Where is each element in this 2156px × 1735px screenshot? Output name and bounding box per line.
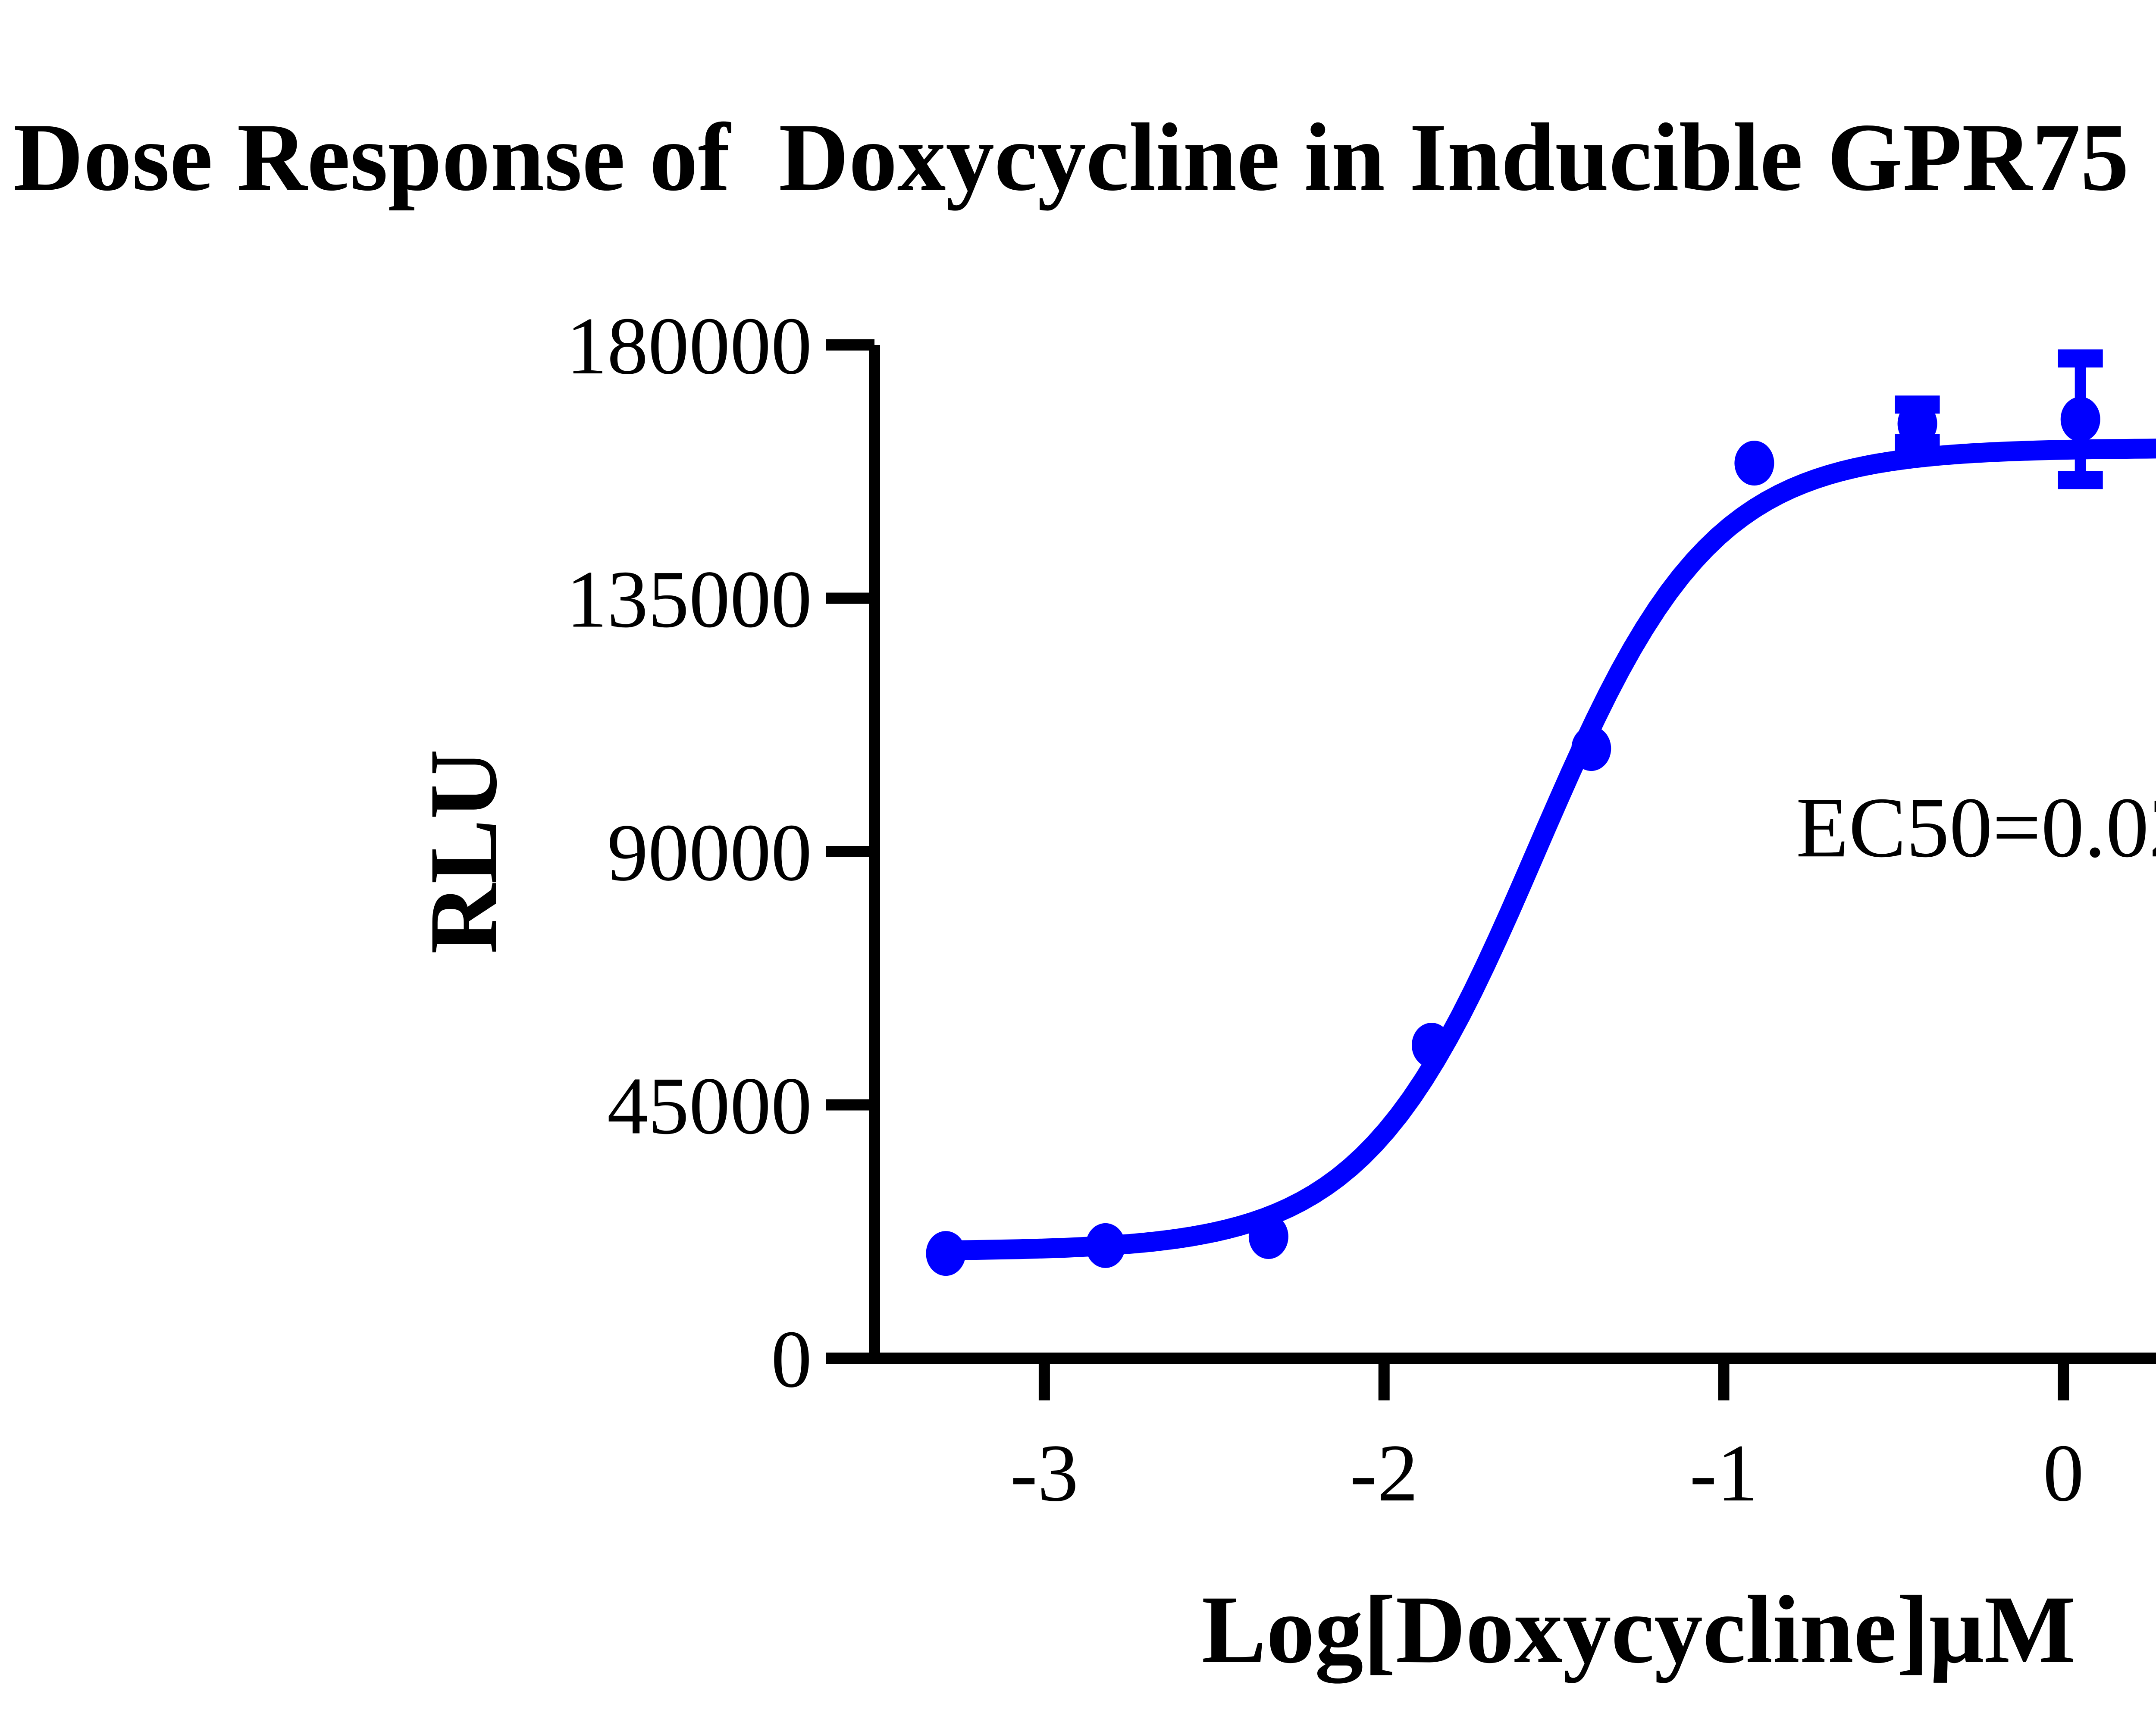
fit-curve: [936, 438, 2156, 1260]
data-point-marker: [2060, 397, 2100, 442]
data-point-marker: [1734, 441, 1774, 486]
x-tick-label: -2: [1350, 1428, 1418, 1519]
x-tick-label: -1: [1689, 1428, 1758, 1519]
data-point-marker: [926, 1231, 966, 1276]
data-point-marker: [1897, 401, 1937, 446]
ec50-annotation: EC50=0.028μM: [1796, 780, 2156, 875]
data-point-marker: [1085, 1223, 1125, 1268]
y-axis-title: RLU: [409, 749, 517, 954]
data-point-marker: [1412, 1023, 1451, 1068]
y-tick-label: 0: [771, 1314, 812, 1405]
data-point-marker: [1571, 726, 1611, 771]
y-tick-label: 90000: [607, 808, 812, 898]
y-tick-label: 45000: [607, 1061, 812, 1152]
x-tick-label: -3: [1010, 1428, 1078, 1519]
y-tick-label: 180000: [566, 301, 812, 391]
chart-title: Dose Response of Doxycycline in Inducibl…: [13, 103, 2156, 211]
y-tick-label: 135000: [566, 554, 812, 645]
x-tick-label: 0: [2043, 1428, 2084, 1519]
x-axis-title: Log[Doxycycline]μM: [1201, 1575, 2075, 1684]
data-point-marker: [1248, 1214, 1288, 1259]
